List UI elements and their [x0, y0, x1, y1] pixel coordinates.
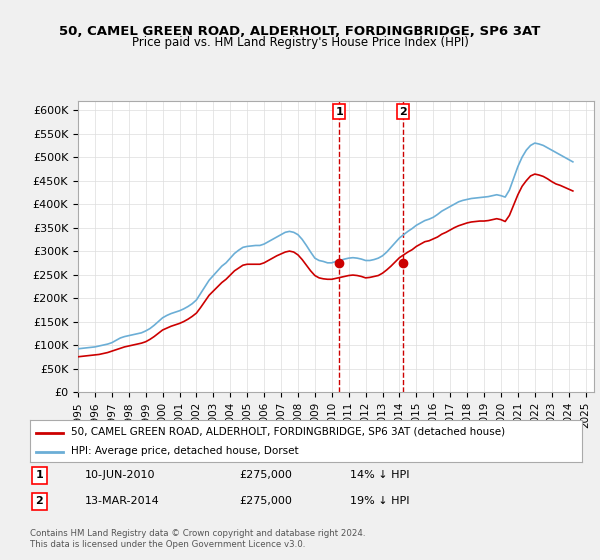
Text: 14% ↓ HPI: 14% ↓ HPI — [350, 470, 410, 480]
Text: HPI: Average price, detached house, Dorset: HPI: Average price, detached house, Dors… — [71, 446, 299, 456]
Text: £275,000: £275,000 — [240, 496, 293, 506]
Text: 50, CAMEL GREEN ROAD, ALDERHOLT, FORDINGBRIDGE, SP6 3AT: 50, CAMEL GREEN ROAD, ALDERHOLT, FORDING… — [59, 25, 541, 38]
Text: 2: 2 — [399, 106, 407, 116]
Text: 2: 2 — [35, 496, 43, 506]
Text: 19% ↓ HPI: 19% ↓ HPI — [350, 496, 410, 506]
Text: 10-JUN-2010: 10-JUN-2010 — [85, 470, 156, 480]
Text: 1: 1 — [35, 470, 43, 480]
Text: £275,000: £275,000 — [240, 470, 293, 480]
Text: 50, CAMEL GREEN ROAD, ALDERHOLT, FORDINGBRIDGE, SP6 3AT (detached house): 50, CAMEL GREEN ROAD, ALDERHOLT, FORDING… — [71, 427, 506, 437]
Text: Contains HM Land Registry data © Crown copyright and database right 2024.
This d: Contains HM Land Registry data © Crown c… — [30, 529, 365, 549]
Text: Price paid vs. HM Land Registry's House Price Index (HPI): Price paid vs. HM Land Registry's House … — [131, 36, 469, 49]
Text: 13-MAR-2014: 13-MAR-2014 — [85, 496, 160, 506]
Text: 1: 1 — [335, 106, 343, 116]
